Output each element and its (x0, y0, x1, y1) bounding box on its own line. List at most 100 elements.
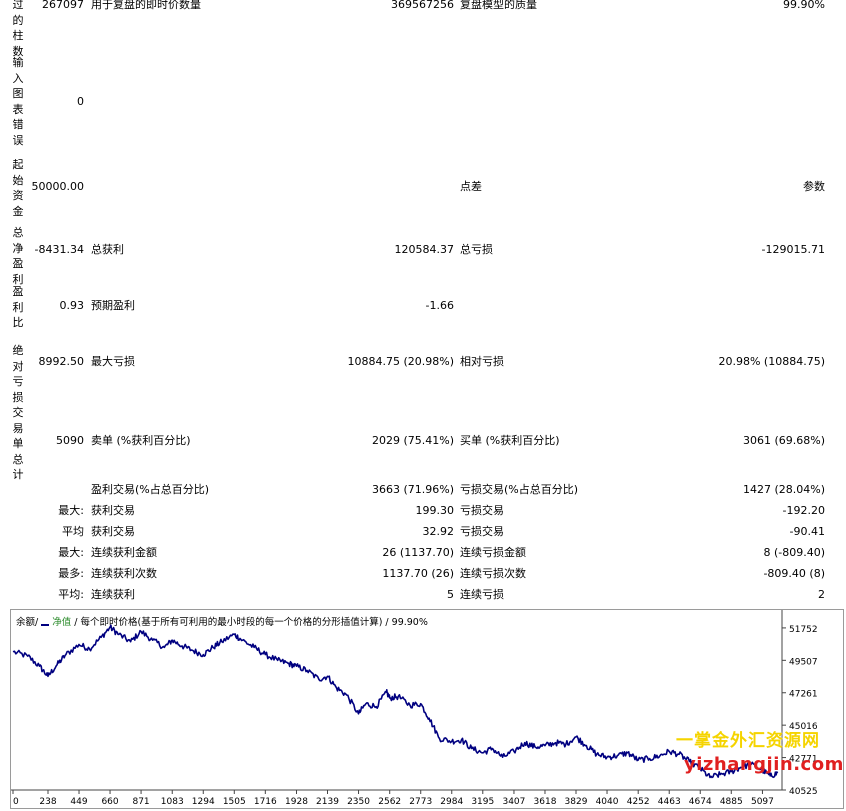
row-label: 交易单总计 (12, 406, 24, 481)
report-cell-c5: -192.20 (782, 504, 825, 517)
legend-model-text: 每个即时价格(基于所有可利用的最小时段的每一个价格的分形插值计算) (80, 617, 383, 628)
report-cell-c2: 获利交易 (91, 504, 135, 517)
row-label: 过的柱数 (12, 0, 24, 58)
report-cell-c1: 最大: (58, 504, 84, 517)
report-cell-c4: 连续亏损 (460, 588, 504, 601)
report-cell-c1: 平均 (62, 525, 84, 538)
y-tick-label: 42771 (789, 755, 818, 765)
report-cell-c2: 总获利 (91, 243, 124, 256)
report-cell-c4: 亏损交易(%占总百分比) (460, 483, 579, 496)
x-tick-label: 871 (132, 797, 149, 807)
watermark-cn: 一掌金外汇资源网 (676, 731, 820, 751)
report-cell-c3: 5 (447, 588, 454, 601)
y-tick-label: 47261 (789, 690, 818, 700)
report-cell-c3: 3663 (71.96%) (371, 483, 454, 496)
row-label: 起始资金 (12, 158, 24, 218)
report-cell-c5: 8 (-809.40) (763, 546, 825, 559)
report-cell-c3: 120584.37 (394, 243, 455, 256)
report-cell-c1: 267097 (42, 0, 84, 11)
report-cell-c1: 0.93 (59, 299, 85, 312)
x-tick-label: 2773 (409, 797, 432, 807)
report-cell-c3: 199.30 (415, 504, 455, 517)
report-cell-c1: 最多: (58, 567, 84, 580)
report-cell-c4: 复盘模型的质量 (460, 0, 537, 11)
report-cell-c3: 10884.75 (20.98%) (347, 355, 454, 368)
x-tick-label: 238 (39, 797, 56, 807)
x-tick-label: 1294 (192, 797, 215, 807)
report-cell-c2: 获利交易 (91, 525, 135, 538)
report-cell-c2: 卖单 (%获利百分比) (91, 434, 191, 447)
report-cell-c1: 8992.50 (38, 355, 85, 368)
y-tick-label: 49507 (789, 657, 818, 667)
y-tick-label: 40525 (789, 787, 818, 797)
report-cell-c1: 50000.00 (31, 180, 85, 193)
x-tick-label: 1505 (223, 797, 246, 807)
report-cell-c5: 20.98% (10884.75) (718, 355, 825, 368)
row-label: 输入图表错误 (12, 56, 24, 147)
report-cell-c2: 连续获利 (91, 588, 135, 601)
report-cell-c4: 连续亏损金额 (460, 546, 526, 559)
x-tick-label: 4674 (689, 797, 712, 807)
report-cell-c4: 买单 (%获利百分比) (460, 434, 560, 447)
report-cell-c3: 32.92 (422, 525, 455, 538)
x-tick-label: 4885 (720, 797, 743, 807)
x-tick-label: 2984 (440, 797, 463, 807)
report-cell-c4: 点差 (460, 180, 482, 193)
y-tick-label: 51752 (789, 625, 818, 635)
report-cell-c4: 亏损交易 (460, 504, 504, 517)
report-cell-c3: -1.66 (425, 299, 454, 312)
x-tick-label: 4040 (596, 797, 619, 807)
report-cell-c1: 最大: (58, 546, 84, 559)
report-cell-c1: -8431.34 (34, 243, 84, 256)
legend-equity-label: 净值 (52, 617, 72, 628)
report-cell-c4: 亏损交易 (460, 525, 504, 538)
chart-canvas: 40525 42771 45016 47261 49507 51752 0 238 449 660… (11, 610, 818, 807)
report-cell-c3: 1137.70 (26) (382, 567, 454, 580)
report-cell-c5: 2 (818, 588, 825, 601)
x-tick-label: 3829 (565, 797, 588, 807)
legend-quality: 99.90% (391, 617, 428, 628)
x-tick-label: 3195 (471, 797, 494, 807)
x-tick-label: 1083 (161, 797, 184, 807)
x-tick-label: 2139 (316, 797, 339, 807)
report-cell-c2: 连续获利次数 (91, 567, 157, 580)
x-tick-label: 5097 (751, 797, 774, 807)
x-tick-label: 2562 (378, 797, 401, 807)
row-label: 总净盈利 (12, 226, 24, 286)
x-tick-label: 4252 (627, 797, 650, 807)
report-cell-c4: 总亏损 (460, 243, 493, 256)
report-cell-c2: 用于复盘的即时价数量 (91, 0, 201, 11)
report-cell-c1: 平均: (58, 588, 84, 601)
watermark-url: yizhangjin.com (684, 754, 844, 775)
report-cell-c5: -129015.71 (761, 243, 825, 256)
y-tick-label: 45016 (789, 722, 818, 732)
report-cell-c5: -90.41 (789, 525, 825, 538)
report-cell-c2: 连续获利金额 (91, 546, 157, 559)
report-cell-c3: 26 (1137.70) (382, 546, 454, 559)
x-tick-label: 1928 (285, 797, 308, 807)
report-cell-c2: 预期盈利 (91, 299, 135, 312)
report-cell-c5: 1427 (28.04%) (742, 483, 825, 496)
balance-series-line (12, 624, 779, 779)
chart-legend: 余额/净值 / 每个即时价格(基于所有可利用的最小时段的每一个价格的分形插值计算… (16, 617, 428, 628)
balance-chart: 余额/净值 / 每个即时价格(基于所有可利用的最小时段的每一个价格的分形插值计算… (10, 609, 844, 809)
report-cell-c4: 相对亏损 (460, 355, 504, 368)
x-tick-label: 3407 (502, 797, 525, 807)
row-label: 绝对亏损 (12, 344, 24, 404)
report-cell-c5: 99.90% (783, 0, 825, 11)
report-cell-c2: 最大亏损 (91, 355, 135, 368)
x-tick-label: 4463 (658, 797, 681, 807)
report-cell-c3: 2029 (75.41%) (371, 434, 454, 447)
report-cell-c1: 0 (77, 95, 84, 108)
x-tick-label: 660 (101, 797, 118, 807)
row-label: 盈利比 (12, 285, 24, 329)
x-tick-label: 449 (70, 797, 87, 807)
balance-line-icon (41, 619, 50, 626)
x-tick-label: 2350 (347, 797, 370, 807)
report-cell-c3: 369567256 (391, 0, 454, 11)
report-cell-c2: 盈利交易(%占总百分比) (91, 483, 210, 496)
x-tick-label: 3618 (534, 797, 557, 807)
x-tick-label: 0 (13, 797, 19, 807)
report-cell-c5: 3061 (69.68%) (742, 434, 825, 447)
x-tick-label: 1716 (254, 797, 277, 807)
